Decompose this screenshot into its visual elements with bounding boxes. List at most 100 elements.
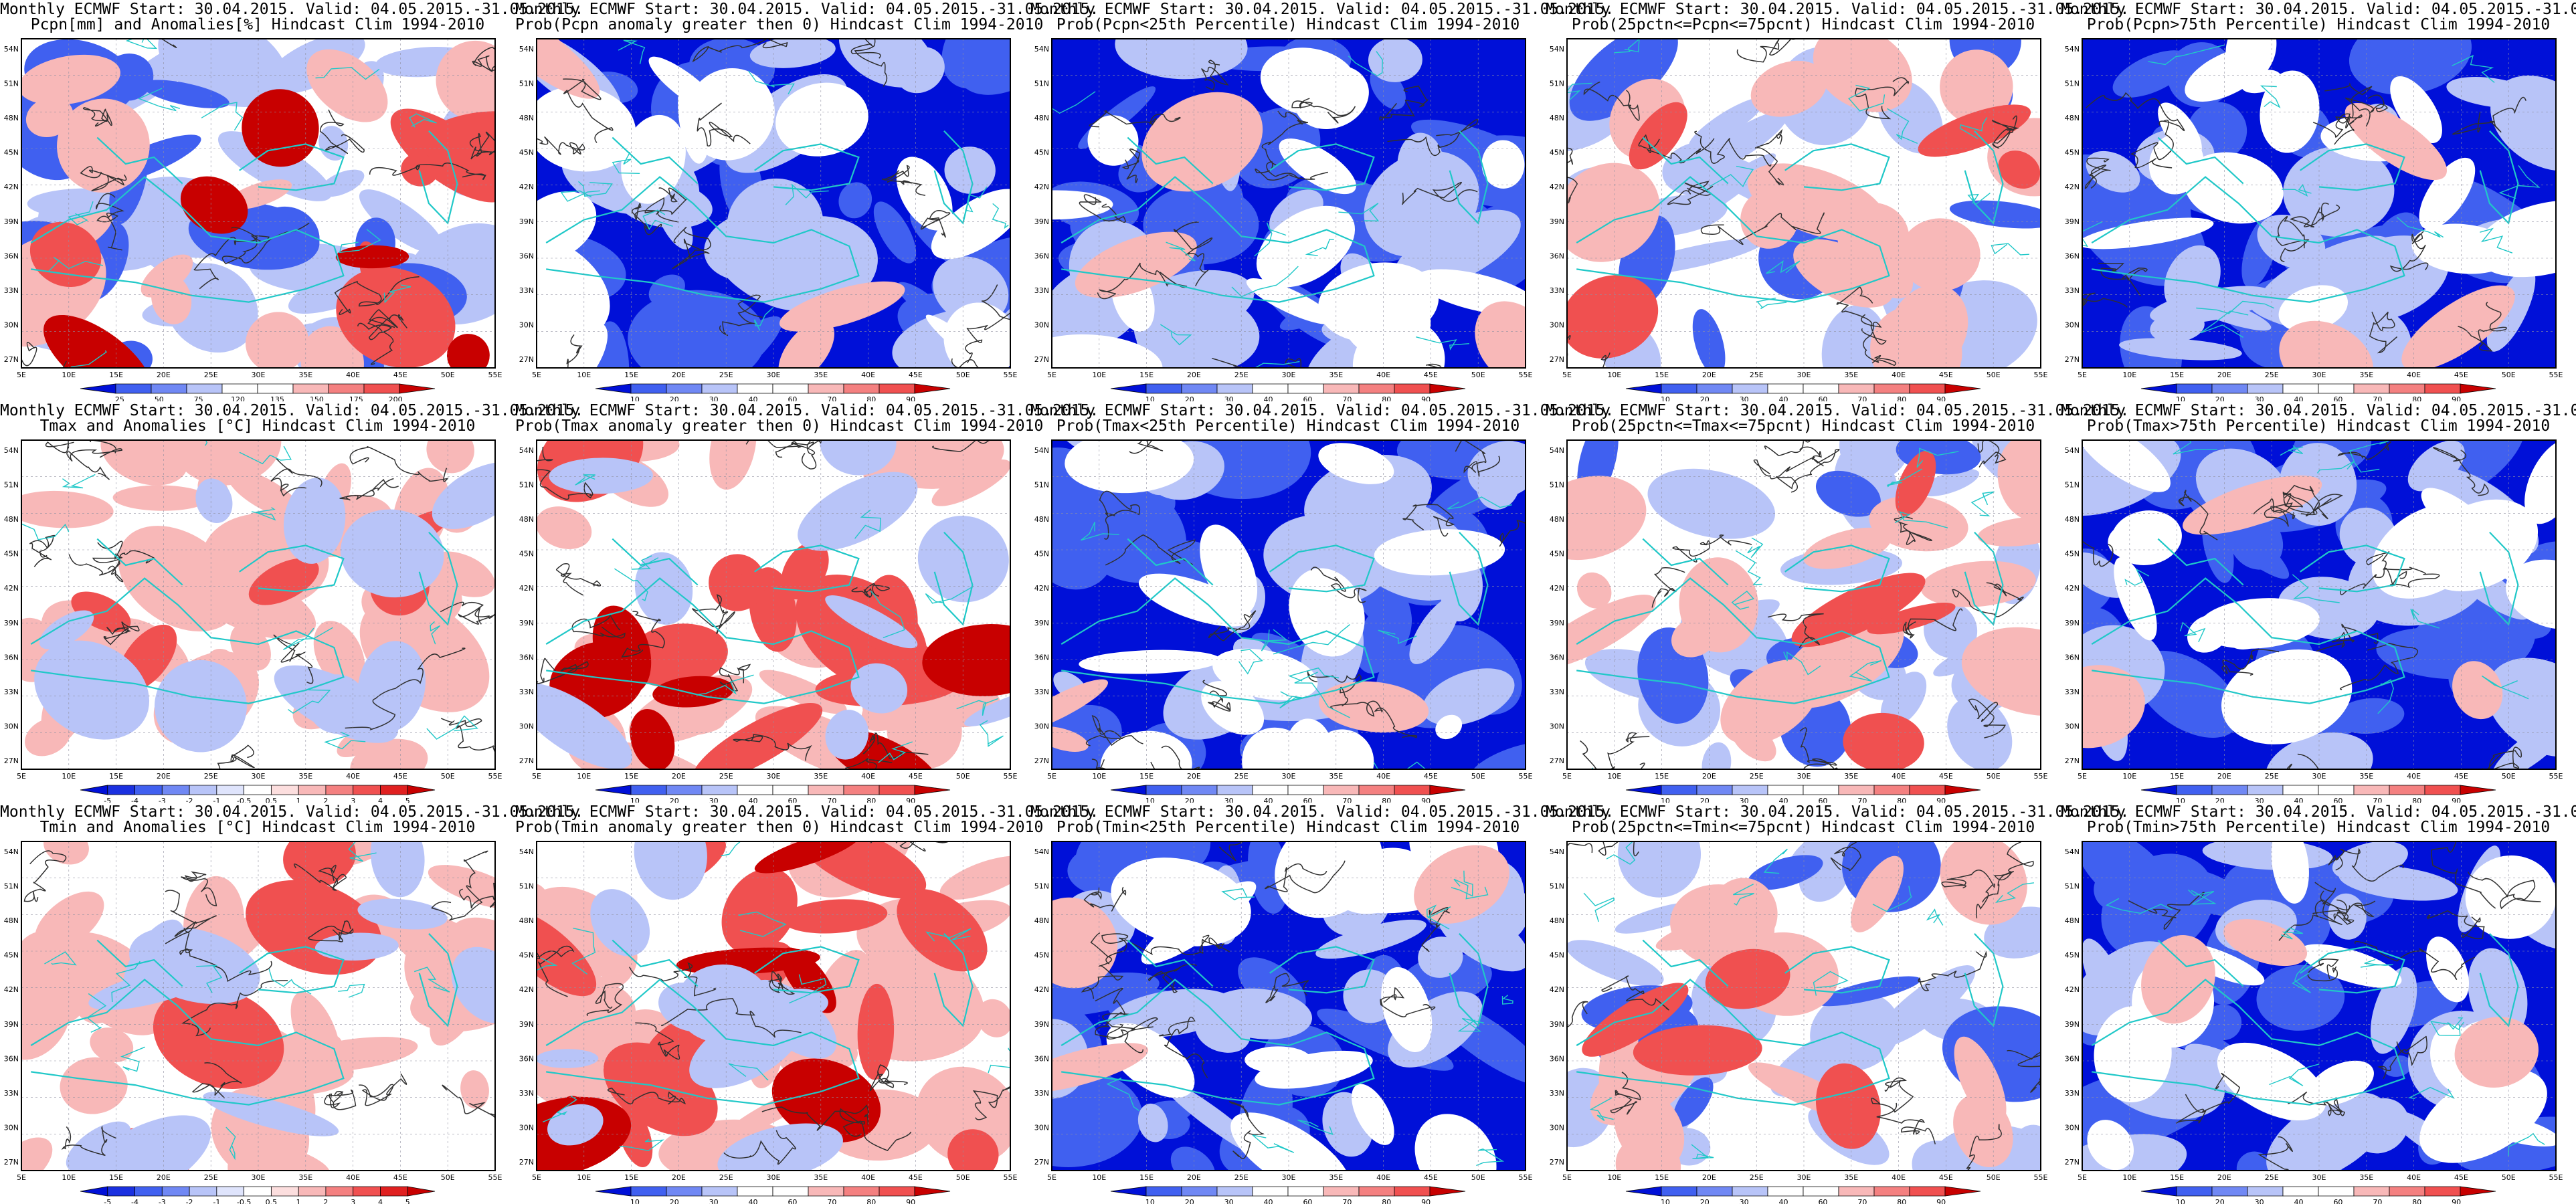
anomaly-field xyxy=(2165,287,2272,331)
anomaly-field xyxy=(1954,1036,2007,1126)
border-line xyxy=(1991,243,2029,256)
lat-label: 54N xyxy=(519,446,534,455)
anomaly-field xyxy=(2256,965,2345,1031)
colorbar-swatch xyxy=(2247,785,2284,795)
colorbar-label: 60 xyxy=(788,1198,797,1204)
anomaly-field xyxy=(2204,1004,2242,1041)
lon-label: 5E xyxy=(17,371,26,379)
anomaly-field xyxy=(1949,200,2041,229)
colorbar-swatch xyxy=(701,785,738,795)
border-line xyxy=(925,928,972,942)
lat-label: 39N xyxy=(2065,1020,2080,1029)
border-line xyxy=(2347,440,2389,470)
anomaly-field xyxy=(1701,742,1732,769)
colorbar-swatch xyxy=(1287,1186,1324,1197)
anomaly-field xyxy=(1567,275,1659,359)
coastline xyxy=(1964,532,2004,626)
colorbar-swatch xyxy=(407,1186,436,1197)
lat-label: 33N xyxy=(2065,1089,2080,1098)
colorbar-label: -2 xyxy=(186,1198,193,1204)
lon-label: 20E xyxy=(2217,371,2231,379)
contour-line xyxy=(1083,886,1127,912)
border-line xyxy=(138,88,181,112)
lon-label: 50E xyxy=(956,772,970,781)
contour-line xyxy=(733,734,812,761)
colorbar-swatch xyxy=(1909,1186,1946,1197)
panel-subtitle: Prob(Tmin anomaly greater then 0) Hindca… xyxy=(515,819,1044,836)
lon-label: 40E xyxy=(1892,772,1906,781)
colorbar-swatch xyxy=(630,785,667,795)
anomaly-field xyxy=(1869,495,1968,552)
lon-label: 50E xyxy=(441,371,455,379)
colorbar-swatch xyxy=(244,1186,272,1197)
colorbar-swatch xyxy=(298,1186,327,1197)
lon-label: 40E xyxy=(2407,772,2421,781)
border-line xyxy=(70,350,107,368)
colorbar-swatch xyxy=(2282,383,2319,394)
lat-label: 36N xyxy=(2065,252,2080,260)
colorbar-label: 70 xyxy=(827,395,836,401)
anomaly-field xyxy=(1475,301,1526,368)
contour-line xyxy=(191,1062,242,1099)
anomaly-field xyxy=(1414,1114,1497,1171)
lon-label: 35E xyxy=(1329,1173,1343,1182)
colorbar-swatch xyxy=(2176,785,2213,795)
colorbar-label: 80 xyxy=(866,395,876,401)
contour-line xyxy=(839,1108,912,1151)
anomaly-field xyxy=(709,440,757,490)
anomaly-field xyxy=(1895,450,1936,516)
border-line xyxy=(48,256,103,272)
lon-label: 15E xyxy=(2170,1173,2184,1182)
contour-line xyxy=(882,165,926,196)
colorbar-swatch xyxy=(1394,1186,1431,1197)
lon-label: 55E xyxy=(2034,1173,2048,1182)
contour-line xyxy=(1421,907,1450,952)
border-line xyxy=(2316,460,2380,474)
anomaly-field xyxy=(2486,658,2556,757)
lat-label: 36N xyxy=(4,252,19,260)
colorbar-swatch xyxy=(353,1186,381,1197)
lon-label: 40E xyxy=(1892,1173,1906,1182)
contour-line xyxy=(537,136,585,155)
contour-line xyxy=(1081,932,1124,999)
coastline xyxy=(239,544,345,593)
lat-label: 36N xyxy=(519,252,534,260)
contour-line xyxy=(1638,134,1715,164)
colorbar-swatch xyxy=(1944,383,1981,394)
border-line xyxy=(956,698,998,716)
lon-label: 35E xyxy=(1844,1173,1858,1182)
lat-label: 30N xyxy=(519,722,534,730)
lat-label: 51N xyxy=(519,481,534,490)
contour-line xyxy=(181,980,288,1037)
border-line xyxy=(618,39,646,64)
coastline xyxy=(2157,136,2244,185)
lon-label: 30E xyxy=(767,371,781,379)
colorbar-swatch xyxy=(1181,383,1218,394)
lat-label: 30N xyxy=(4,722,19,730)
lon-label: 15E xyxy=(2170,371,2184,379)
colorbar-swatch xyxy=(270,785,299,795)
contour-line xyxy=(631,203,678,235)
contour-line xyxy=(270,458,323,497)
contour-line xyxy=(920,209,951,238)
anomaly-field xyxy=(1052,1043,1149,1093)
lat-label: 27N xyxy=(1550,1158,1564,1167)
colorbar-swatch xyxy=(189,785,217,795)
border-line xyxy=(324,731,366,750)
border-line xyxy=(413,967,450,993)
contour-line xyxy=(850,39,888,87)
anomaly-field xyxy=(1868,251,1914,299)
colorbar-label: 80 xyxy=(1382,1198,1391,1204)
colorbar-swatch xyxy=(701,1186,738,1197)
lon-label: 55E xyxy=(1519,772,1533,781)
contour-line xyxy=(1091,759,1107,769)
colorbar-label: 75 xyxy=(194,395,203,401)
anomaly-field xyxy=(1374,529,1505,576)
border-line xyxy=(62,474,96,489)
border-line xyxy=(1886,468,1923,488)
lon-label: 50E xyxy=(441,772,455,781)
colorbar-label: 40 xyxy=(1779,395,1788,401)
forecast-panel: 54N 51N 48N 45N 42N 39N 36N 33N 30N 27N 5E 10E 15E 20… xyxy=(1030,803,1614,1204)
panel-header: Monthly ECMWF Start: 30.04.2015. Valid: … xyxy=(515,402,1099,419)
contour-line xyxy=(2290,202,2340,228)
